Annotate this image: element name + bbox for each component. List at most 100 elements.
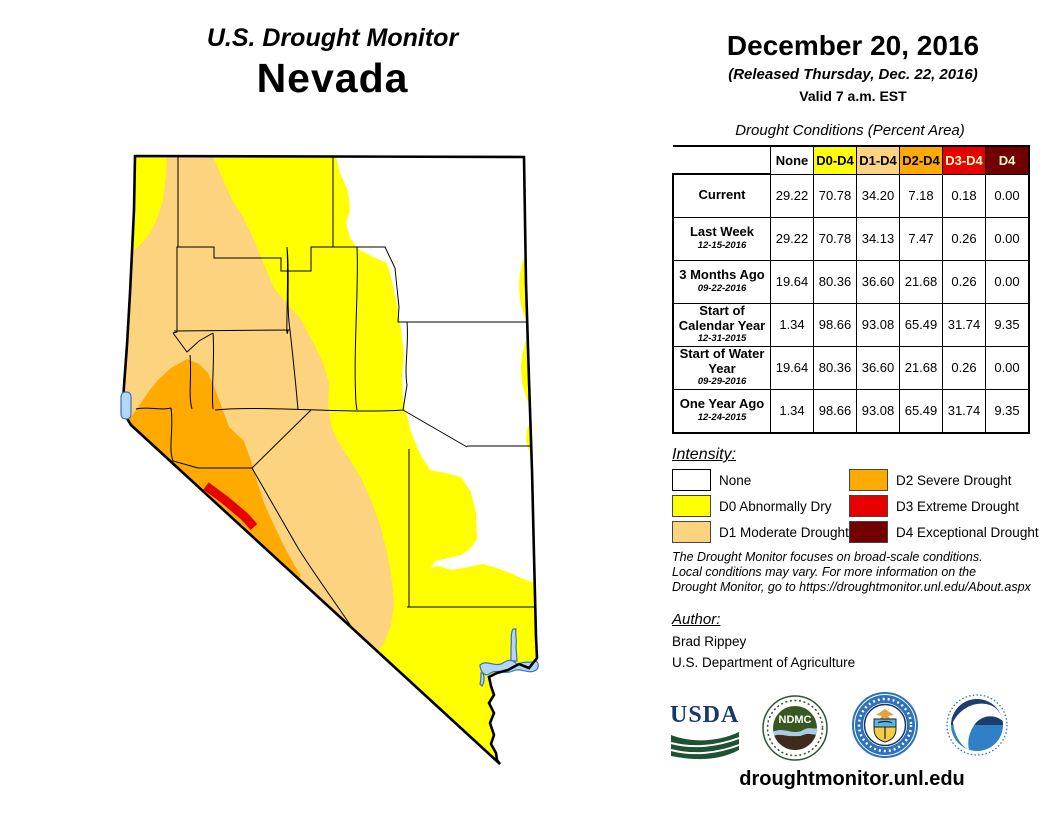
seagull-icon (953, 703, 1003, 750)
legend-swatch-d0 (672, 495, 711, 517)
cell-value: 0.26 (942, 345, 986, 390)
legend-label: D1 Moderate Drought (719, 524, 849, 540)
legend-item-d0: D0 Abnormally Dry (672, 495, 832, 517)
legend-title: Intensity: (672, 446, 737, 463)
cell-value: 0.00 (985, 173, 1030, 218)
table-header-row: None D0-D4 D1-D4 D2-D4 D3-D4 D4 (673, 145, 1030, 175)
cell-value: 21.68 (899, 345, 943, 390)
row-label: Start of Water Year 09-29-2016 (672, 345, 771, 390)
row-label-text: One Year Ago (679, 396, 765, 412)
cell-value: 0.18 (942, 173, 986, 218)
cell-value: 0.00 (985, 259, 1030, 304)
page-title: U.S. Drought Monitor (206, 24, 459, 52)
legend-item-d1: D1 Moderate Drought (672, 521, 849, 543)
disclaimer-line: Drought Monitor, go to https://droughtmo… (672, 579, 1031, 594)
legend-swatch-d1 (672, 521, 711, 543)
ndmc-wordmark: NDMC (779, 714, 812, 726)
legend-label: D3 Extreme Drought (896, 498, 1020, 514)
table-row: One Year Ago 12-24-2015 1.34 98.66 93.08… (672, 388, 1030, 434)
ndmc-logo: NDMC (762, 695, 828, 761)
date-block: December 20, 2016 (Released Thursday, De… (688, 30, 1018, 104)
cell-value: 0.00 (985, 345, 1030, 390)
cell-value: 34.20 (856, 173, 900, 218)
usda-logo: USDA (670, 702, 742, 767)
cell-value: 31.74 (942, 388, 986, 434)
cell-value: 9.35 (985, 388, 1030, 434)
map-yellow-border-sliver (519, 258, 533, 454)
footer-url: droughtmonitor.unl.edu (739, 768, 965, 790)
cell-value: 29.22 (770, 216, 814, 261)
legend-item-d2: D2 Severe Drought (849, 469, 1012, 491)
legend-label: None (719, 472, 752, 488)
row-label-text: 3 Months Ago (679, 267, 765, 283)
state-outline (121, 154, 539, 765)
row-label-date: 09-29-2016 (697, 376, 747, 388)
cell-value: 29.22 (770, 173, 814, 218)
drought-conditions-table: None D0-D4 D1-D4 D2-D4 D3-D4 D4 Current … (672, 145, 1030, 434)
legend-swatch-none (672, 469, 711, 491)
nevada-drought-map (120, 154, 539, 765)
cell-value: 34.13 (856, 216, 900, 261)
row-label: One Year Ago 12-24-2015 (672, 388, 771, 434)
table-row: Start of Water Year 09-29-2016 19.64 80.… (672, 345, 1030, 390)
cell-value: 31.74 (942, 302, 986, 347)
legend-item-d4: D4 Exceptional Drought (849, 521, 1039, 543)
row-label: Start of Calendar Year 12-31-2015 (672, 302, 771, 347)
row-label: Current (672, 173, 771, 218)
commerce-seal-logo (852, 692, 918, 758)
legend-swatch-d4 (849, 521, 888, 543)
row-label-date: 12-31-2015 (697, 333, 747, 345)
map-region-d1 (123, 156, 394, 652)
noaa-wordmark: NOAA (973, 708, 998, 718)
table-row: Start of Calendar Year 12-31-2015 1.34 9… (672, 302, 1030, 347)
legend-label: D2 Severe Drought (896, 472, 1012, 488)
cell-value: 7.18 (899, 173, 943, 218)
legend-swatch-d3 (849, 495, 888, 517)
table-title: Drought Conditions (Percent Area) (735, 122, 965, 139)
author-name: Brad Rippey (672, 634, 747, 649)
col-header-d4: D4 (985, 145, 1030, 175)
author-organization: U.S. Department of Agriculture (672, 655, 856, 670)
usda-field-icon (670, 732, 740, 760)
cell-value: 36.60 (856, 259, 900, 304)
table-row: Last Week 12-15-2016 29.22 70.78 34.13 7… (672, 216, 1030, 261)
row-label-text: Start of Calendar Year (678, 303, 766, 333)
cell-value: 0.26 (942, 216, 986, 261)
cell-value: 93.08 (856, 388, 900, 434)
cell-value: 70.78 (813, 173, 857, 218)
col-header-d1-d4: D1-D4 (856, 145, 900, 175)
map-date: December 20, 2016 (726, 30, 980, 61)
disclaimer-line: The Drought Monitor focuses on broad-sca… (672, 550, 983, 564)
row-label-date: 09-22-2016 (697, 282, 747, 294)
noaa-logo: NOAA (946, 694, 1008, 756)
cell-value: 1.34 (770, 388, 814, 434)
cell-value: 70.78 (813, 216, 857, 261)
cell-value: 21.68 (899, 259, 943, 304)
cell-value: 0.00 (985, 216, 1030, 261)
cell-value: 19.64 (770, 345, 814, 390)
row-label: Last Week 12-15-2016 (672, 216, 771, 261)
author-title: Author: (672, 611, 721, 628)
col-header-d3-d4: D3-D4 (942, 145, 986, 175)
col-header-d0-d4: D0-D4 (813, 145, 857, 175)
cell-value: 7.47 (899, 216, 943, 261)
released-date: (Released Thursday, Dec. 22, 2016) (728, 66, 978, 83)
cell-value: 1.34 (770, 302, 814, 347)
lake-tahoe (120, 391, 132, 420)
cell-value: 93.08 (856, 302, 900, 347)
cell-value: 0.26 (942, 259, 986, 304)
row-label-text: Start of Water Year (679, 346, 765, 376)
disclaimer-text: The Drought Monitor focuses on broad-sca… (672, 550, 1031, 594)
cell-value: 19.64 (770, 259, 814, 304)
row-label: 3 Months Ago 09-22-2016 (672, 259, 771, 304)
map-region-d2 (127, 359, 301, 581)
title-block: U.S. Drought Monitor Nevada (110, 24, 555, 102)
row-label-text: Last Week (689, 224, 755, 240)
legend-swatch-d2 (849, 469, 888, 491)
region-title: Nevada (256, 55, 409, 101)
shield-icon (873, 718, 897, 743)
table-row: Current 29.22 70.78 34.20 7.18 0.18 0.00 (672, 173, 1030, 218)
table-row: 3 Months Ago 09-22-2016 19.64 80.36 36.6… (672, 259, 1030, 304)
lake-mead (479, 628, 539, 687)
cell-value: 80.36 (813, 259, 857, 304)
